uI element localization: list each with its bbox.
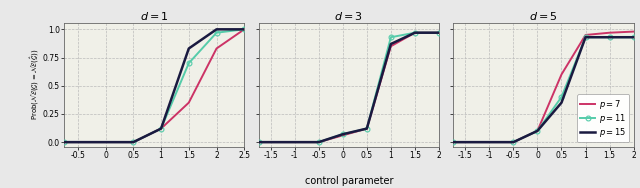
Title: $d=1$: $d=1$ (140, 10, 168, 22)
Title: $d=3$: $d=3$ (334, 10, 364, 22)
Legend: $p=7$, $p=11$, $p=15$: $p=7$, $p=11$, $p=15$ (577, 94, 629, 143)
Y-axis label: Prob($\mathcal{NE}(\mathcal{G}) = \mathcal{NE}(\hat{\mathcal{G}})$): Prob($\mathcal{NE}(\mathcal{G}) = \mathc… (29, 49, 42, 120)
Title: $d=5$: $d=5$ (529, 10, 558, 22)
Text: control parameter: control parameter (305, 176, 393, 186)
